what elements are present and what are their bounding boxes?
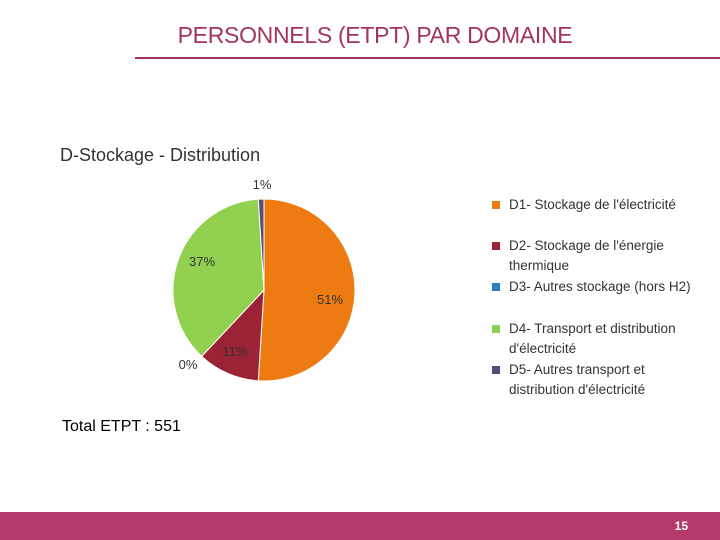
- legend-item: D1- Stockage de l'électricité: [492, 195, 707, 215]
- slice-label: 11%: [222, 344, 247, 359]
- legend-swatch: [492, 366, 500, 374]
- legend-swatch: [492, 325, 500, 333]
- pie-slice: [172, 198, 265, 358]
- pie-slice: [257, 198, 356, 382]
- legend-label: D2- Stockage de l'énergie thermique: [509, 238, 664, 273]
- legend-swatch: [492, 242, 500, 250]
- slice-label: 0%: [179, 357, 198, 372]
- legend-label: D1- Stockage de l'électricité: [509, 197, 676, 212]
- legend-item: D2- Stockage de l'énergie thermique: [492, 236, 707, 276]
- slice-label: 51%: [317, 292, 343, 307]
- chart-title: D-Stockage - Distribution: [60, 145, 261, 165]
- total-etpt: Total ETPT : 551: [62, 418, 181, 435]
- pie-slice: [257, 198, 265, 291]
- page-title: PERSONNELS (ETPT) PAR DOMAINE: [177, 22, 573, 48]
- legend-item: D3- Autres stockage (hors H2): [492, 277, 707, 297]
- page-number: 15: [674, 519, 688, 533]
- slice-label: 37%: [189, 254, 215, 269]
- legend-swatch: [492, 283, 500, 291]
- legend-label: D5- Autres transport et distribution d'é…: [509, 362, 646, 397]
- footer-bar: 15: [0, 512, 720, 540]
- legend-swatch: [492, 201, 500, 209]
- legend-item: D4- Transport et distribution d'électric…: [492, 319, 707, 359]
- legend-item: D5- Autres transport et distribution d'é…: [492, 360, 707, 400]
- title-underline: [135, 57, 720, 59]
- slice-label: 1%: [253, 177, 272, 192]
- legend-label: D3- Autres stockage (hors H2): [509, 279, 691, 294]
- legend-label: D4- Transport et distribution d'électric…: [509, 321, 676, 356]
